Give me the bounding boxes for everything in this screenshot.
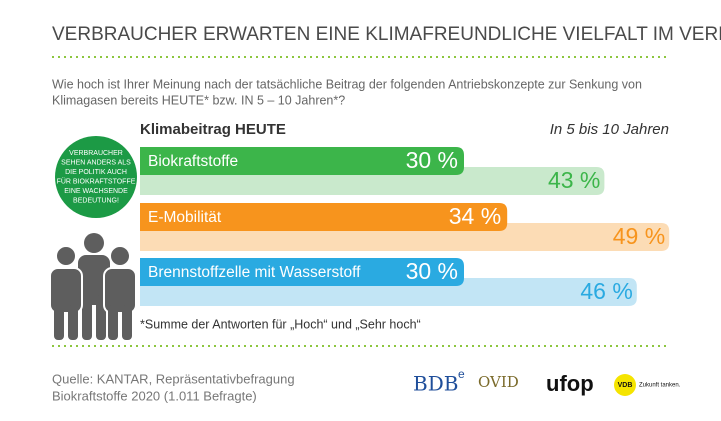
- subtitle: Klimagasen bereits HEUTE* bzw. IN 5 – 10…: [52, 93, 345, 107]
- bar-today: [140, 147, 464, 175]
- value-label: 43 %: [548, 167, 600, 193]
- value-label: 34 %: [449, 203, 501, 229]
- logo-bdbe: e: [458, 367, 465, 381]
- chart-title: VERBRAUCHER ERWARTEN EINE KLIMAFREUNDLIC…: [52, 24, 721, 45]
- logo-vdb-claim: Zukunft tanken.: [639, 383, 681, 389]
- legend-entry: In 5 bis 10 Jahren: [550, 121, 669, 138]
- badge-line: SEHEN ANDERS ALS: [61, 159, 131, 166]
- category-label: Biokraftstoffe: [148, 153, 238, 170]
- logo-ovid: OVID: [478, 373, 519, 391]
- bar-today: [140, 203, 508, 231]
- bar-today: [140, 258, 464, 286]
- category-label: E-Mobilität: [148, 209, 222, 226]
- logo-ufop: ufop: [546, 371, 594, 396]
- value-label: 49 %: [613, 223, 665, 249]
- badge: [55, 136, 137, 218]
- badge-line: VERBRAUCHER: [69, 150, 123, 157]
- value-label: 46 %: [580, 278, 632, 304]
- value-label: 30 %: [406, 258, 458, 284]
- logo-vdb: [614, 374, 636, 396]
- badge-line: BEDEUTUNG!: [73, 197, 119, 204]
- value-label: 30 %: [406, 147, 458, 173]
- logo-vdb: VDB: [618, 382, 633, 389]
- source: Biokraftstoffe 2020 (1.011 Befragte): [52, 388, 257, 403]
- legend-entry: Klimabeitrag HEUTE: [140, 121, 286, 138]
- people-icon: [49, 233, 137, 340]
- category-label: Brennstoffzelle mit Wasserstoff: [148, 264, 361, 281]
- badge-line: DIE POLITIK AUCH: [65, 169, 127, 176]
- badge-line: EINE WACHSENDE: [64, 188, 128, 195]
- logo-bdbe: BDB: [413, 372, 458, 396]
- footnote: *Summe der Antworten für „Hoch“ und „Seh…: [140, 317, 421, 331]
- bars: 43 % Biokraftstoffe 30 % 49 % E-Mobilität 34 …: [140, 147, 670, 306]
- source: Quelle: KANTAR, Repräsentativbefragung: [52, 371, 295, 386]
- subtitle: Wie hoch ist Ihrer Meinung nach der tats…: [52, 77, 642, 91]
- badge-text: VERBRAUCHER SEHEN ANDERS ALS DIE POLITIK A…: [57, 150, 136, 205]
- badge-line: FÜR BIOKRAFTSTOFFE: [57, 177, 136, 185]
